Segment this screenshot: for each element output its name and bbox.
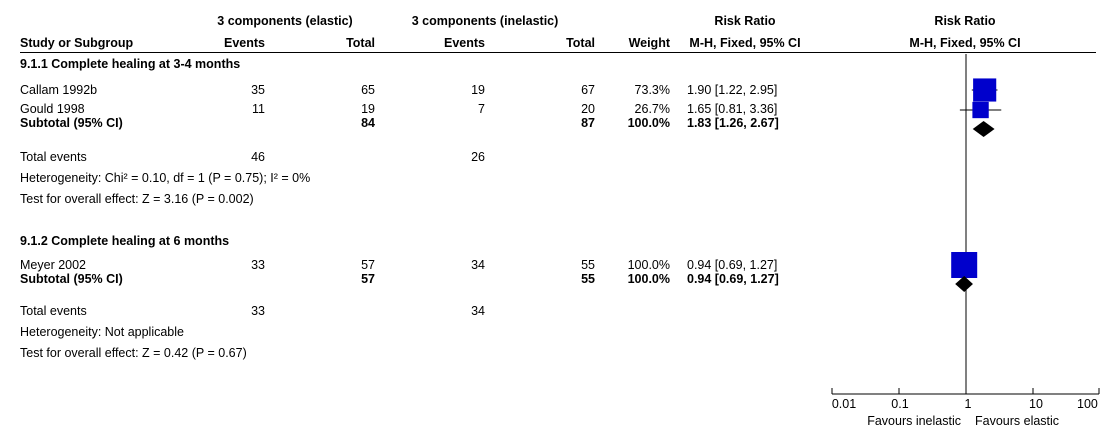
col-events1-header: Events bbox=[224, 36, 265, 50]
group1-header: 3 components (elastic) bbox=[217, 14, 353, 28]
weight-cell: 26.7% bbox=[634, 102, 670, 116]
total-events2: 26 bbox=[471, 150, 485, 164]
subtotal-label: Subtotal (95% CI) bbox=[20, 116, 123, 130]
ci-cell: 0.94 [0.69, 1.27] bbox=[687, 258, 778, 272]
study-name: Meyer 2002 bbox=[20, 258, 87, 272]
events1-cell: 33 bbox=[251, 258, 265, 272]
subtotal-total1: 84 bbox=[361, 116, 375, 130]
total2-cell: 20 bbox=[581, 102, 595, 116]
subtotal-label: Subtotal (95% CI) bbox=[20, 272, 123, 286]
subtotal-ci: 0.94 [0.69, 1.27] bbox=[687, 272, 779, 286]
total1-cell: 57 bbox=[361, 258, 375, 272]
total2-cell: 67 bbox=[581, 83, 595, 97]
rr-header: Risk Ratio bbox=[714, 14, 776, 28]
subtotal-weight: 100.0% bbox=[627, 272, 670, 286]
total-events1: 33 bbox=[251, 304, 265, 318]
events2-cell: 19 bbox=[471, 83, 485, 97]
events2-cell: 7 bbox=[478, 102, 485, 116]
heterogeneity-text: Heterogeneity: Chi² = 0.10, df = 1 (P = … bbox=[20, 171, 311, 185]
events1-cell: 35 bbox=[251, 83, 265, 97]
study-name: Gould 1998 bbox=[20, 102, 85, 116]
tick-label: 0.01 bbox=[831, 397, 857, 411]
col-total1-header: Total bbox=[346, 36, 375, 50]
total-events-label: Total events bbox=[20, 304, 87, 318]
subtotal-total2: 87 bbox=[581, 116, 595, 130]
subtotal-total1: 57 bbox=[361, 272, 375, 286]
group2-header: 3 components (inelastic) bbox=[411, 14, 559, 28]
weight-cell: 73.3% bbox=[634, 83, 670, 97]
plot-method-header: M-H, Fixed, 95% CI bbox=[909, 36, 1021, 50]
study-square bbox=[972, 101, 989, 119]
subtotal-diamond bbox=[955, 276, 973, 292]
events2-cell: 34 bbox=[471, 258, 485, 272]
group-title: 9.1.1 Complete healing at 3-4 months bbox=[20, 57, 241, 71]
tick-label: 100 bbox=[1077, 397, 1098, 411]
total-events1: 46 bbox=[251, 150, 265, 164]
rr-method-header: M-H, Fixed, 95% CI bbox=[689, 36, 801, 50]
ci-cell: 1.65 [0.81, 3.36] bbox=[687, 102, 778, 116]
favours-right-label: Favours elastic bbox=[975, 414, 1060, 428]
col-events2-header: Events bbox=[444, 36, 485, 50]
tick-label: 1 bbox=[964, 397, 972, 411]
plot-header: Risk Ratio bbox=[934, 14, 996, 28]
tick-label: 0.1 bbox=[891, 397, 909, 411]
subtotal-ci: 1.83 [1.26, 2.67] bbox=[687, 116, 779, 130]
total-events2: 34 bbox=[471, 304, 485, 318]
overall-effect-text: Test for overall effect: Z = 3.16 (P = 0… bbox=[20, 192, 254, 206]
col-study-header: Study or Subgroup bbox=[20, 36, 134, 50]
total-events-label: Total events bbox=[20, 150, 87, 164]
ci-cell: 1.90 [1.22, 2.95] bbox=[687, 83, 778, 97]
tick-label: 10 bbox=[1029, 397, 1043, 411]
study-name: Callam 1992b bbox=[20, 83, 98, 97]
header-rule bbox=[20, 52, 1096, 53]
heterogeneity-text: Heterogeneity: Not applicable bbox=[20, 325, 184, 339]
events1-cell: 11 bbox=[252, 102, 265, 116]
study-square bbox=[951, 252, 978, 278]
col-weight-header: Weight bbox=[628, 36, 670, 50]
study-square bbox=[973, 78, 997, 102]
weight-cell: 100.0% bbox=[627, 258, 670, 272]
subtotal-total2: 55 bbox=[581, 272, 595, 286]
total1-cell: 65 bbox=[361, 83, 375, 97]
favours-left-label: Favours inelastic bbox=[867, 414, 961, 428]
total1-cell: 19 bbox=[361, 102, 375, 116]
subtotal-weight: 100.0% bbox=[627, 116, 670, 130]
subtotal-diamond bbox=[972, 121, 995, 137]
col-total2-header: Total bbox=[566, 36, 595, 50]
group-title: 9.1.2 Complete healing at 6 months bbox=[20, 234, 230, 248]
overall-effect-text: Test for overall effect: Z = 0.42 (P = 0… bbox=[20, 346, 247, 360]
total2-cell: 55 bbox=[581, 258, 595, 272]
